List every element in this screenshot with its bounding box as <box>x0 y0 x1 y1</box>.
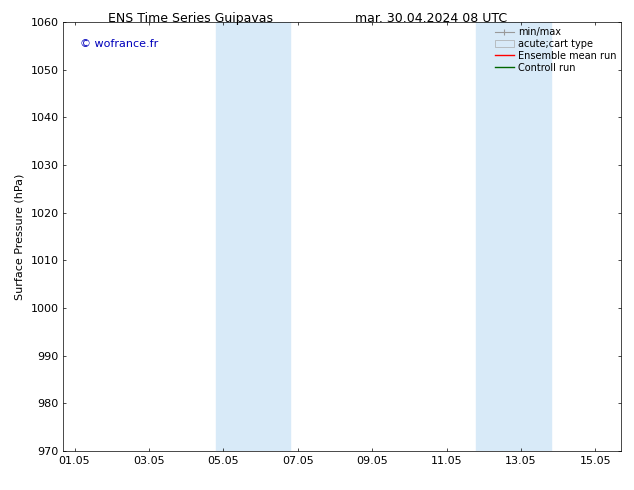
Legend: min/max, acute;cart type, Ensemble mean run, Controll run: min/max, acute;cart type, Ensemble mean … <box>492 24 619 75</box>
Text: © wofrance.fr: © wofrance.fr <box>80 39 158 49</box>
Y-axis label: Surface Pressure (hPa): Surface Pressure (hPa) <box>15 173 25 299</box>
Bar <box>216 22 290 451</box>
Text: mar. 30.04.2024 08 UTC: mar. 30.04.2024 08 UTC <box>355 12 507 25</box>
Text: ENS Time Series Guipavas: ENS Time Series Guipavas <box>108 12 273 25</box>
Bar <box>476 22 551 451</box>
